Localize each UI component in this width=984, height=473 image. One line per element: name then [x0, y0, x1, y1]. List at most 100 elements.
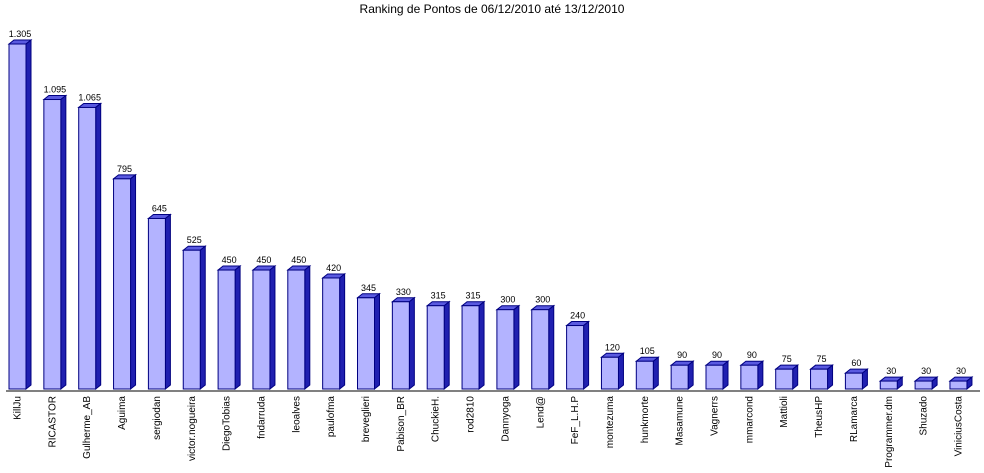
bar-value-label: 1.065 [78, 92, 101, 102]
bar [182, 249, 201, 390]
bar-side [408, 296, 415, 391]
category-label: RICASTOR [47, 396, 58, 448]
bar [461, 305, 480, 390]
category-label: DiegoTobias [222, 396, 233, 451]
bar-side [269, 264, 276, 391]
category-label: hunkmorte [640, 396, 651, 444]
bar-value-label: 345 [361, 283, 376, 293]
chart-title: Ranking de Pontos de 06/12/2010 até 13/1… [360, 2, 625, 16]
bars-group: 1.305 KillJu 1.095 RICASTOR 1.065 Gulherme_AB… [7, 29, 974, 468]
bar-side [617, 352, 624, 391]
bar-side [130, 173, 137, 391]
bar-value-label: 120 [605, 342, 620, 352]
category-label: montezuma [605, 396, 616, 449]
bar-side [652, 356, 659, 391]
bar-value-label: 30 [886, 366, 896, 376]
category-label: TheusHP [814, 396, 825, 438]
bar-side [164, 213, 171, 391]
bar-value-label: 240 [570, 311, 585, 321]
bar-value-label: 450 [222, 255, 237, 265]
bar-side [95, 102, 102, 391]
category-label: Pabison_BR [396, 396, 407, 452]
bar [879, 380, 898, 390]
bar [147, 217, 166, 390]
bar-side [234, 264, 241, 391]
bar-value-label: 30 [956, 366, 966, 376]
bar-value-label: 90 [747, 350, 757, 360]
category-label: ViniciusCosta [953, 396, 964, 457]
bar-side [304, 264, 311, 391]
bar [217, 269, 236, 390]
bar [391, 301, 410, 390]
category-label: paulofma [326, 396, 337, 438]
bar-value-label: 315 [431, 291, 446, 301]
bar [287, 269, 306, 390]
bar-value-label: 450 [291, 255, 306, 265]
category-label: breveglieri [361, 396, 372, 442]
bar-side [443, 300, 450, 391]
bar [705, 364, 724, 390]
bar [426, 305, 445, 390]
bar-side [25, 38, 32, 391]
category-label: FeF_L.H.P [570, 396, 581, 445]
bar-value-label: 1.095 [44, 85, 67, 95]
bar [810, 368, 829, 390]
bar-side [339, 272, 346, 391]
bar-value-label: 90 [677, 350, 687, 360]
bar [566, 325, 585, 390]
category-label: Aguima [117, 396, 128, 430]
bar-value-label: 30 [921, 366, 931, 376]
bar [113, 178, 132, 390]
bar-value-label: 300 [500, 295, 515, 305]
bar-value-label: 525 [187, 235, 202, 245]
category-label: Vagnerrs [710, 396, 721, 436]
category-label: victor.nogueira [187, 396, 198, 461]
bar-side [757, 360, 764, 391]
bar [600, 356, 619, 390]
bar [531, 309, 550, 390]
bar-value-label: 330 [396, 287, 411, 297]
bar-side [199, 245, 206, 391]
bar [914, 380, 933, 390]
bar-side [60, 94, 67, 391]
category-label: ChuckieH. [431, 396, 442, 442]
bar-value-label: 315 [466, 291, 481, 301]
bar-side [827, 364, 834, 391]
bar-value-label: 645 [152, 203, 167, 213]
bar [357, 297, 375, 390]
category-label: rod2810 [466, 396, 477, 433]
category-label: mmarcond [744, 396, 755, 443]
bar [78, 106, 97, 390]
category-label: Dannyoga [500, 396, 511, 442]
category-label: Programmer.dm [884, 396, 895, 468]
category-label: Shuzado [919, 396, 930, 436]
bar-side [687, 360, 694, 391]
category-label: KillJu [13, 396, 24, 420]
category-label: sergiodan [152, 396, 163, 440]
bar [43, 99, 62, 390]
bar [670, 364, 689, 390]
bar-value-label: 75 [782, 354, 792, 364]
bar [740, 364, 759, 390]
category-label: Masamune [675, 396, 686, 446]
bar-value-label: 300 [535, 295, 550, 305]
category-label: leoalves [291, 396, 302, 433]
bar-side [374, 292, 380, 391]
bar-side [478, 300, 485, 391]
bar-value-label: 795 [117, 164, 132, 174]
category-label: Gulherme_AB [82, 396, 93, 459]
bar-value-label: 90 [712, 350, 722, 360]
category-label: fndarruda [256, 396, 267, 439]
category-label: RLamarca [849, 396, 860, 443]
bar [844, 372, 863, 390]
bar-side [722, 360, 729, 391]
category-label: Lend@ [535, 396, 546, 428]
bar-value-label: 420 [326, 263, 341, 273]
bar [496, 309, 515, 390]
bar-side [792, 364, 799, 391]
bar-value-label: 1.305 [9, 29, 32, 39]
category-label: Mattioli [779, 396, 790, 428]
bar [322, 277, 341, 390]
bar-side [513, 304, 520, 391]
